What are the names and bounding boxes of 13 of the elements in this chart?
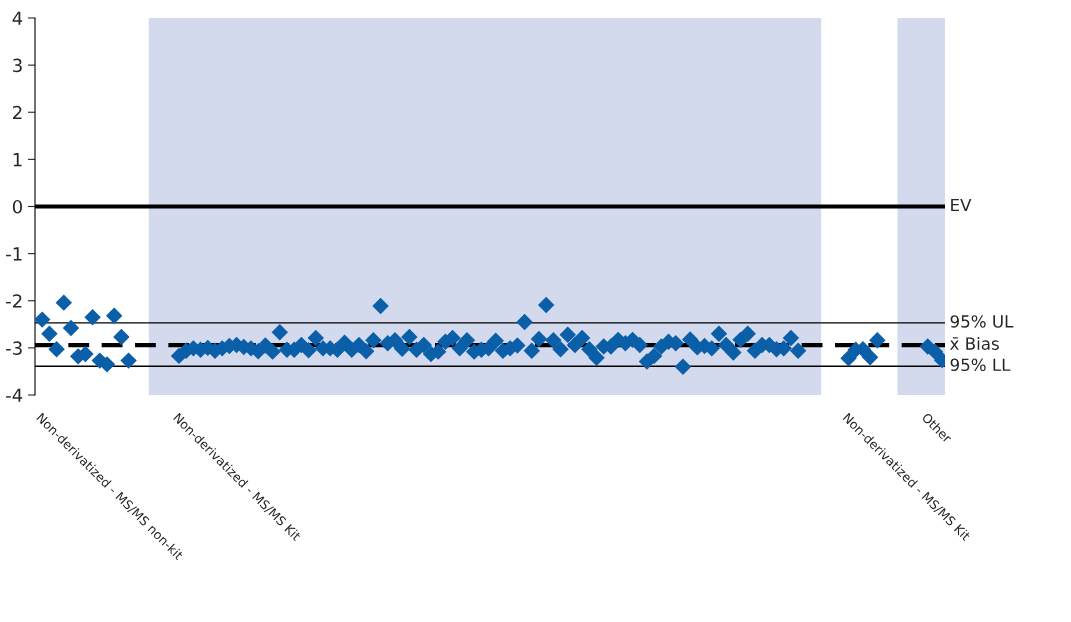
ref-line-label: 95% LL xyxy=(950,358,1011,372)
ref-line-label: 95% UL xyxy=(950,315,1014,328)
y-tick-label: -2 xyxy=(6,294,22,308)
y-tick-label: 1 xyxy=(13,153,22,167)
y-tick-label: -1 xyxy=(6,247,22,261)
y-tick-label: 4 xyxy=(12,11,23,25)
y-tick-label: -4 xyxy=(6,388,23,402)
y-tick-label: 0 xyxy=(12,199,22,214)
y-tick-label: 3 xyxy=(13,58,22,73)
y-tick-label: 2 xyxy=(13,105,22,120)
ref-line-label: EV xyxy=(951,198,972,212)
ref-line-label: x̄ Bias xyxy=(950,336,999,350)
y-tick-label: -3 xyxy=(6,341,22,355)
